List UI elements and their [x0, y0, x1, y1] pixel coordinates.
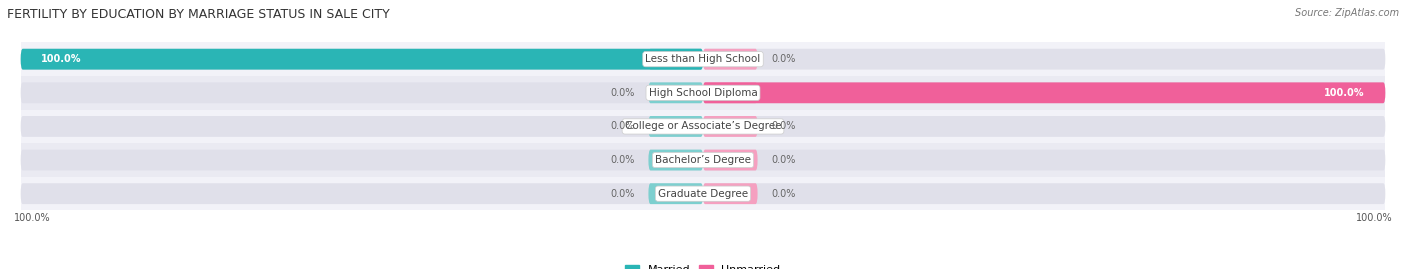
- Text: 0.0%: 0.0%: [772, 54, 796, 64]
- Text: 0.0%: 0.0%: [772, 155, 796, 165]
- FancyBboxPatch shape: [648, 150, 703, 171]
- Text: 0.0%: 0.0%: [610, 189, 634, 199]
- FancyBboxPatch shape: [21, 49, 703, 70]
- FancyBboxPatch shape: [703, 150, 1385, 171]
- Text: 100.0%: 100.0%: [1324, 88, 1365, 98]
- Legend: Married, Unmarried: Married, Unmarried: [626, 265, 780, 269]
- FancyBboxPatch shape: [21, 116, 703, 137]
- Text: 100.0%: 100.0%: [41, 54, 82, 64]
- Bar: [21, 76, 1385, 110]
- FancyBboxPatch shape: [703, 183, 1385, 204]
- Text: 100.0%: 100.0%: [1355, 213, 1392, 223]
- Text: 0.0%: 0.0%: [610, 88, 634, 98]
- Text: 0.0%: 0.0%: [610, 155, 634, 165]
- FancyBboxPatch shape: [21, 82, 703, 103]
- FancyBboxPatch shape: [703, 82, 1385, 103]
- FancyBboxPatch shape: [703, 150, 758, 171]
- Bar: [21, 143, 1385, 177]
- FancyBboxPatch shape: [648, 116, 703, 137]
- FancyBboxPatch shape: [21, 150, 703, 171]
- FancyBboxPatch shape: [703, 116, 758, 137]
- Bar: [21, 177, 1385, 210]
- Text: High School Diploma: High School Diploma: [648, 88, 758, 98]
- FancyBboxPatch shape: [703, 49, 1385, 70]
- Text: Less than High School: Less than High School: [645, 54, 761, 64]
- Text: FERTILITY BY EDUCATION BY MARRIAGE STATUS IN SALE CITY: FERTILITY BY EDUCATION BY MARRIAGE STATU…: [7, 8, 389, 21]
- FancyBboxPatch shape: [703, 116, 1385, 137]
- FancyBboxPatch shape: [21, 49, 703, 70]
- FancyBboxPatch shape: [703, 49, 758, 70]
- FancyBboxPatch shape: [648, 49, 703, 70]
- FancyBboxPatch shape: [648, 82, 703, 103]
- Text: 100.0%: 100.0%: [14, 213, 51, 223]
- Text: 0.0%: 0.0%: [610, 121, 634, 132]
- FancyBboxPatch shape: [703, 82, 1385, 103]
- Text: 0.0%: 0.0%: [772, 121, 796, 132]
- Bar: [21, 110, 1385, 143]
- Text: Source: ZipAtlas.com: Source: ZipAtlas.com: [1295, 8, 1399, 18]
- FancyBboxPatch shape: [648, 183, 703, 204]
- Text: 0.0%: 0.0%: [772, 189, 796, 199]
- Text: Bachelor’s Degree: Bachelor’s Degree: [655, 155, 751, 165]
- Text: Graduate Degree: Graduate Degree: [658, 189, 748, 199]
- FancyBboxPatch shape: [21, 183, 703, 204]
- Text: College or Associate’s Degree: College or Associate’s Degree: [624, 121, 782, 132]
- FancyBboxPatch shape: [703, 183, 758, 204]
- FancyBboxPatch shape: [703, 82, 758, 103]
- Bar: [21, 42, 1385, 76]
